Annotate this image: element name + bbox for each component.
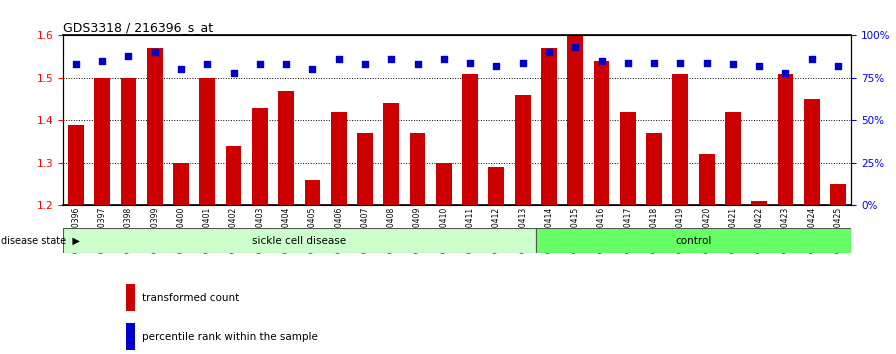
Point	[647, 60, 661, 65]
Text: percentile rank within the sample: percentile rank within the sample	[142, 332, 317, 342]
Point	[227, 70, 241, 76]
Bar	[252, 108, 268, 205]
Bar	[541, 48, 556, 205]
Point	[594, 58, 608, 64]
Point	[358, 62, 372, 67]
Bar	[436, 163, 452, 205]
Point	[726, 62, 740, 67]
Point	[332, 56, 346, 62]
Bar	[515, 95, 530, 205]
Point	[253, 62, 267, 67]
Point	[700, 60, 714, 65]
Bar	[594, 61, 609, 205]
Bar	[200, 78, 215, 205]
Text: control: control	[676, 236, 711, 246]
Bar	[331, 112, 347, 205]
Point	[95, 58, 109, 64]
Text: GDS3318 / 216396_s_at: GDS3318 / 216396_s_at	[63, 21, 213, 34]
Point	[279, 62, 293, 67]
Bar	[620, 112, 635, 205]
Bar	[68, 125, 83, 205]
Bar	[305, 180, 320, 205]
Bar	[752, 201, 767, 205]
Text: sickle cell disease: sickle cell disease	[252, 236, 347, 246]
Point	[673, 60, 687, 65]
Point	[384, 56, 399, 62]
Bar	[121, 78, 136, 205]
Bar	[536, 228, 851, 253]
Point	[621, 60, 635, 65]
Bar	[646, 133, 662, 205]
Text: disease state  ▶: disease state ▶	[1, 236, 80, 246]
Bar	[226, 146, 241, 205]
Bar	[831, 184, 846, 205]
Bar	[567, 35, 583, 205]
Point	[436, 56, 451, 62]
Bar	[279, 91, 294, 205]
Point	[306, 67, 320, 72]
Bar	[699, 154, 714, 205]
Bar	[488, 167, 504, 205]
Text: transformed count: transformed count	[142, 293, 239, 303]
Point	[148, 50, 162, 55]
Point	[69, 62, 83, 67]
Point	[121, 53, 135, 59]
Bar	[409, 133, 426, 205]
Bar	[94, 78, 110, 205]
Bar	[462, 74, 478, 205]
Point	[779, 70, 793, 76]
Bar	[804, 99, 820, 205]
Bar	[173, 163, 189, 205]
Point	[831, 63, 845, 69]
Bar	[383, 103, 399, 205]
Point	[174, 67, 188, 72]
Bar	[358, 133, 373, 205]
Point	[463, 60, 478, 65]
Bar	[63, 228, 536, 253]
Point	[410, 62, 425, 67]
Point	[200, 62, 214, 67]
Bar	[125, 323, 135, 350]
Point	[752, 63, 766, 69]
Point	[489, 63, 504, 69]
Bar	[673, 74, 688, 205]
Bar	[125, 284, 135, 311]
Point	[568, 45, 582, 50]
Bar	[778, 74, 793, 205]
Bar	[725, 112, 741, 205]
Point	[515, 60, 530, 65]
Point	[805, 56, 819, 62]
Point	[542, 50, 556, 55]
Bar	[147, 48, 162, 205]
